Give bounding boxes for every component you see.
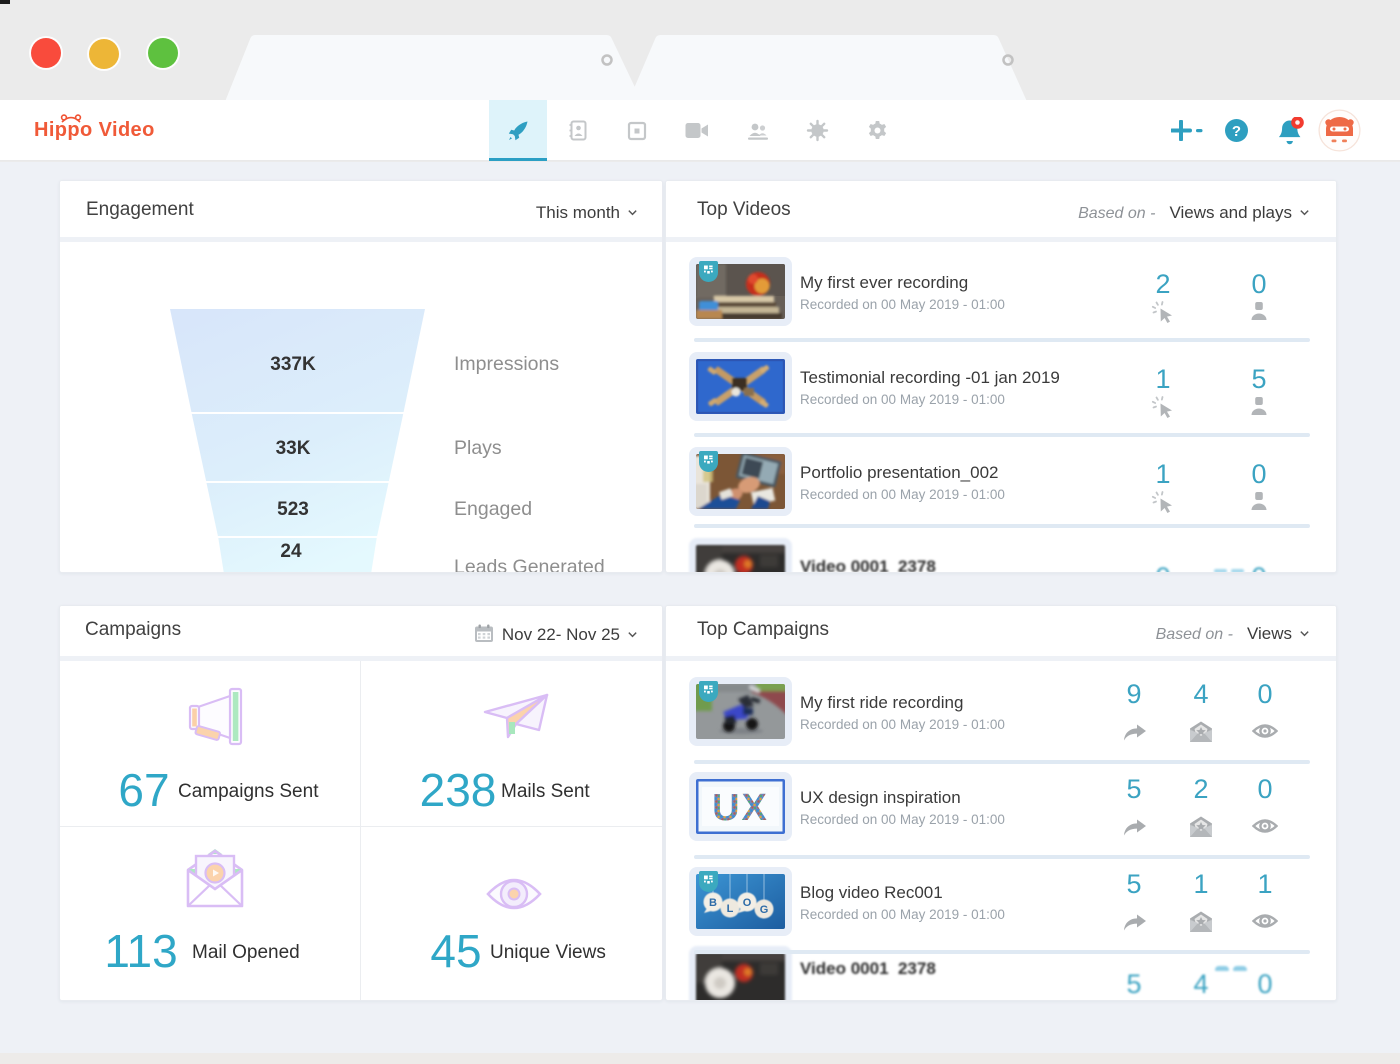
svg-text:UX: UX [712, 787, 769, 829]
svg-text:O: O [743, 897, 752, 909]
svg-text:?: ? [1232, 123, 1241, 140]
svg-text:Engaged: Engaged [454, 498, 532, 520]
svg-text:Hippo Video: Hippo Video [34, 119, 155, 141]
svg-text:Leads Generated: Leads Generated [454, 556, 605, 573]
svg-text:33K: 33K [276, 438, 311, 459]
svg-text:337K: 337K [270, 354, 316, 375]
svg-text:24: 24 [280, 541, 302, 562]
svg-text:Impressions: Impressions [454, 353, 559, 375]
svg-text:L: L [727, 903, 734, 915]
svg-text:523: 523 [277, 499, 309, 520]
svg-text:B: B [709, 897, 717, 909]
svg-text:G: G [760, 904, 769, 916]
svg-text:Plays: Plays [454, 437, 502, 459]
